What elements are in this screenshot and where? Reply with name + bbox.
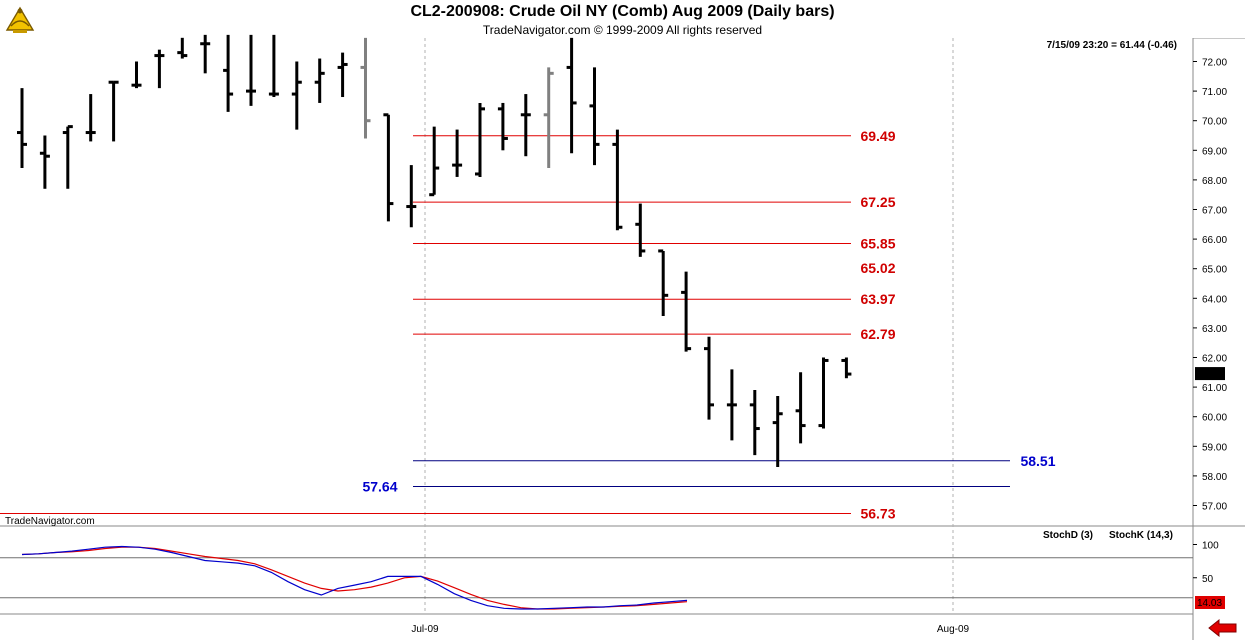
price-levels: 69.49 67.25 65.85 65.02 63.97 62.79 58.51 57.64… (0, 128, 1056, 521)
price-bar (337, 52, 348, 98)
sextant-icon[interactable] (3, 2, 37, 36)
price-bar (726, 369, 737, 441)
svg-text:61.44: 61.44 (1197, 369, 1222, 380)
price-tick-label: 70.00 (1202, 117, 1227, 128)
price-bar (658, 249, 669, 317)
left-arrow-icon[interactable] (1208, 618, 1237, 638)
price-panel (0, 38, 1193, 526)
price-bar (383, 113, 394, 222)
price-bar (360, 37, 371, 139)
price-bar (795, 372, 806, 444)
price-level-label: 67.25 (860, 194, 895, 210)
price-tick-label: 63.00 (1202, 324, 1227, 335)
price-tick-label: 69.00 (1202, 146, 1227, 157)
price-level-label: 62.79 (860, 326, 895, 342)
price-bar (635, 203, 646, 257)
price-bar (291, 61, 302, 130)
price-tick-label: 60.00 (1202, 413, 1227, 424)
price-bar (314, 58, 325, 103)
price-bar (131, 61, 142, 89)
price-bar (749, 390, 760, 456)
price-tick-label: 71.00 (1202, 87, 1227, 98)
price-bar (704, 336, 714, 420)
price-bar (268, 34, 279, 98)
stoch-tick-label: 50 (1202, 574, 1214, 585)
price-level-label: 69.49 (860, 128, 895, 144)
price-bars (17, 34, 852, 468)
price-bar (612, 129, 623, 231)
price-bar (154, 49, 165, 89)
price-bar (406, 165, 417, 228)
price-level-label: 58.51 (1020, 453, 1055, 469)
chart-header: CL2-200908: Crude Oil NY (Comb) Aug 2009… (0, 0, 1245, 39)
price-level-label: 63.97 (860, 291, 895, 307)
price-bar (681, 271, 692, 352)
chart-copyright: TradeNavigator.com © 1999-2009 All right… (482, 23, 763, 37)
price-bar (475, 102, 485, 177)
x-tick-jul: Jul-09 (411, 624, 439, 635)
price-tick-label: 59.00 (1202, 442, 1227, 453)
price-bar (589, 67, 600, 166)
price-bar (223, 34, 234, 112)
watermark: TradeNavigator.com (5, 516, 95, 527)
current-price-tag: 61.44 (1195, 367, 1225, 381)
stoch-k-legend: StochK (14,3) (1109, 530, 1173, 541)
price-tick-label: 67.00 (1202, 206, 1227, 217)
price-bar (566, 37, 577, 154)
price-tick-label: 58.00 (1202, 472, 1227, 483)
price-bar (39, 135, 50, 189)
stoch-d-legend: StochD (3) (1043, 530, 1093, 541)
price-bar (818, 357, 829, 429)
price-level-label: 57.64 (362, 479, 397, 495)
price-bar (520, 94, 531, 157)
price-bar (429, 126, 440, 197)
price-bar (85, 94, 96, 142)
stoch-d-line (21, 546, 688, 610)
price-bar (452, 129, 463, 177)
price-tick-label: 62.00 (1202, 354, 1227, 365)
price-level-label: 65.85 (860, 236, 895, 252)
price-bar (246, 34, 256, 106)
price-bar (108, 80, 119, 142)
price-tick-label: 72.00 (1202, 58, 1227, 69)
price-tick-label: 57.00 (1202, 502, 1227, 513)
price-bar (841, 357, 852, 379)
chart-title: CL2-200908: Crude Oil NY (Comb) Aug 2009… (410, 3, 835, 20)
stoch-k-line (21, 545, 688, 610)
price-tick-label: 66.00 (1202, 235, 1227, 246)
svg-text:14.03: 14.03 (1197, 598, 1222, 609)
stochastic-panel: 50 100 (0, 541, 1219, 610)
price-tick-label: 64.00 (1202, 294, 1227, 305)
price-bar (543, 67, 554, 169)
price-bar (177, 37, 188, 59)
price-tick-label: 68.00 (1202, 176, 1227, 187)
price-bar (17, 88, 27, 169)
price-tick-label: 61.00 (1202, 383, 1227, 394)
x-tick-aug: Aug-09 (937, 624, 970, 635)
price-axis: 57.00 58.00 59.00 60.00 61.00 62.00 63.00 64.00… (1193, 58, 1227, 513)
price-level-label: 56.73 (860, 505, 895, 521)
price-bar (497, 102, 508, 151)
price-bar (200, 34, 211, 74)
stoch-value-tag: 14.03 (1195, 596, 1225, 609)
price-tick-label: 65.00 (1202, 265, 1227, 276)
last-quote: 7/15/09 23:20 = 61.44 (-0.46) (1047, 40, 1177, 51)
price-bar (772, 395, 783, 468)
stoch-tick-label: 100 (1202, 541, 1219, 552)
price-level-label: 65.02 (860, 260, 895, 276)
price-bar (62, 125, 73, 189)
